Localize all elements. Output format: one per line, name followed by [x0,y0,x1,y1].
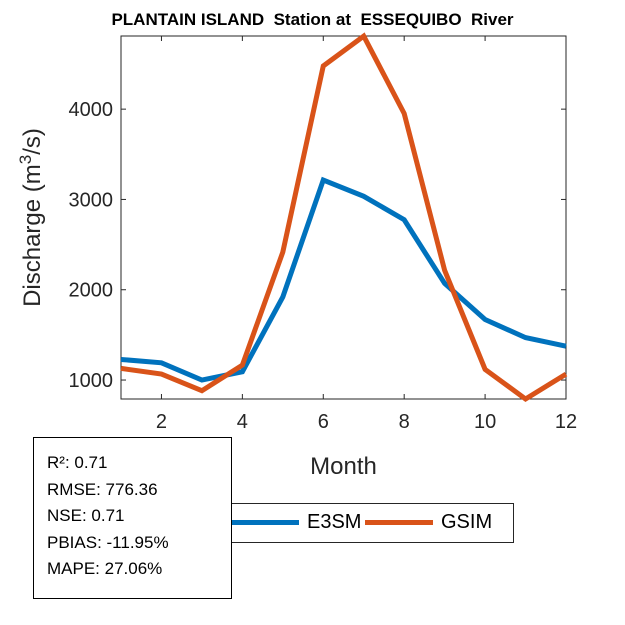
x-tick-label: 2 [156,411,167,433]
x-tick-label: 10 [474,411,496,433]
legend-label: GSIM [441,511,493,533]
legend-swatch [365,520,433,525]
x-axis-label: Month [310,453,377,480]
x-tick-label: 8 [399,411,410,433]
y-axis-label: Discharge (m3/s) [16,128,46,307]
y-tick-label: 2000 [69,280,114,302]
stat-pbias: PBIAS: -11.95% [47,532,169,552]
y-tick-label: 3000 [69,189,114,211]
legend-item-gsim: GSIM [365,511,492,534]
stat-rmse: RMSE: 776.36 [47,479,158,499]
stat-nse: NSE: 0.71 [47,506,125,525]
stat-mape: MAPE: 27.06% [47,559,163,578]
stat-r2: R²: 0.71 [47,453,108,472]
legend-label: E3SM [307,511,362,533]
legend: E3SM GSIM [222,503,514,543]
x-tick-label: 6 [318,411,329,433]
chart-title: PLANTAIN ISLAND Station at ESSEQUIBO Riv… [111,10,514,29]
stats-box: R²: 0.71 RMSE: 776.36 NSE: 0.71 PBIAS: -… [33,437,232,599]
x-tick-label: 12 [555,411,577,433]
legend-item-e3sm: E3SM [231,511,361,534]
y-tick-label: 4000 [69,99,114,121]
y-tick-label: 1000 [69,370,114,392]
axes-box [120,35,567,400]
series-line-e3sm [120,176,567,383]
legend-swatch [231,520,299,525]
x-tick-label: 4 [237,411,248,433]
series-line-gsim [120,32,568,403]
